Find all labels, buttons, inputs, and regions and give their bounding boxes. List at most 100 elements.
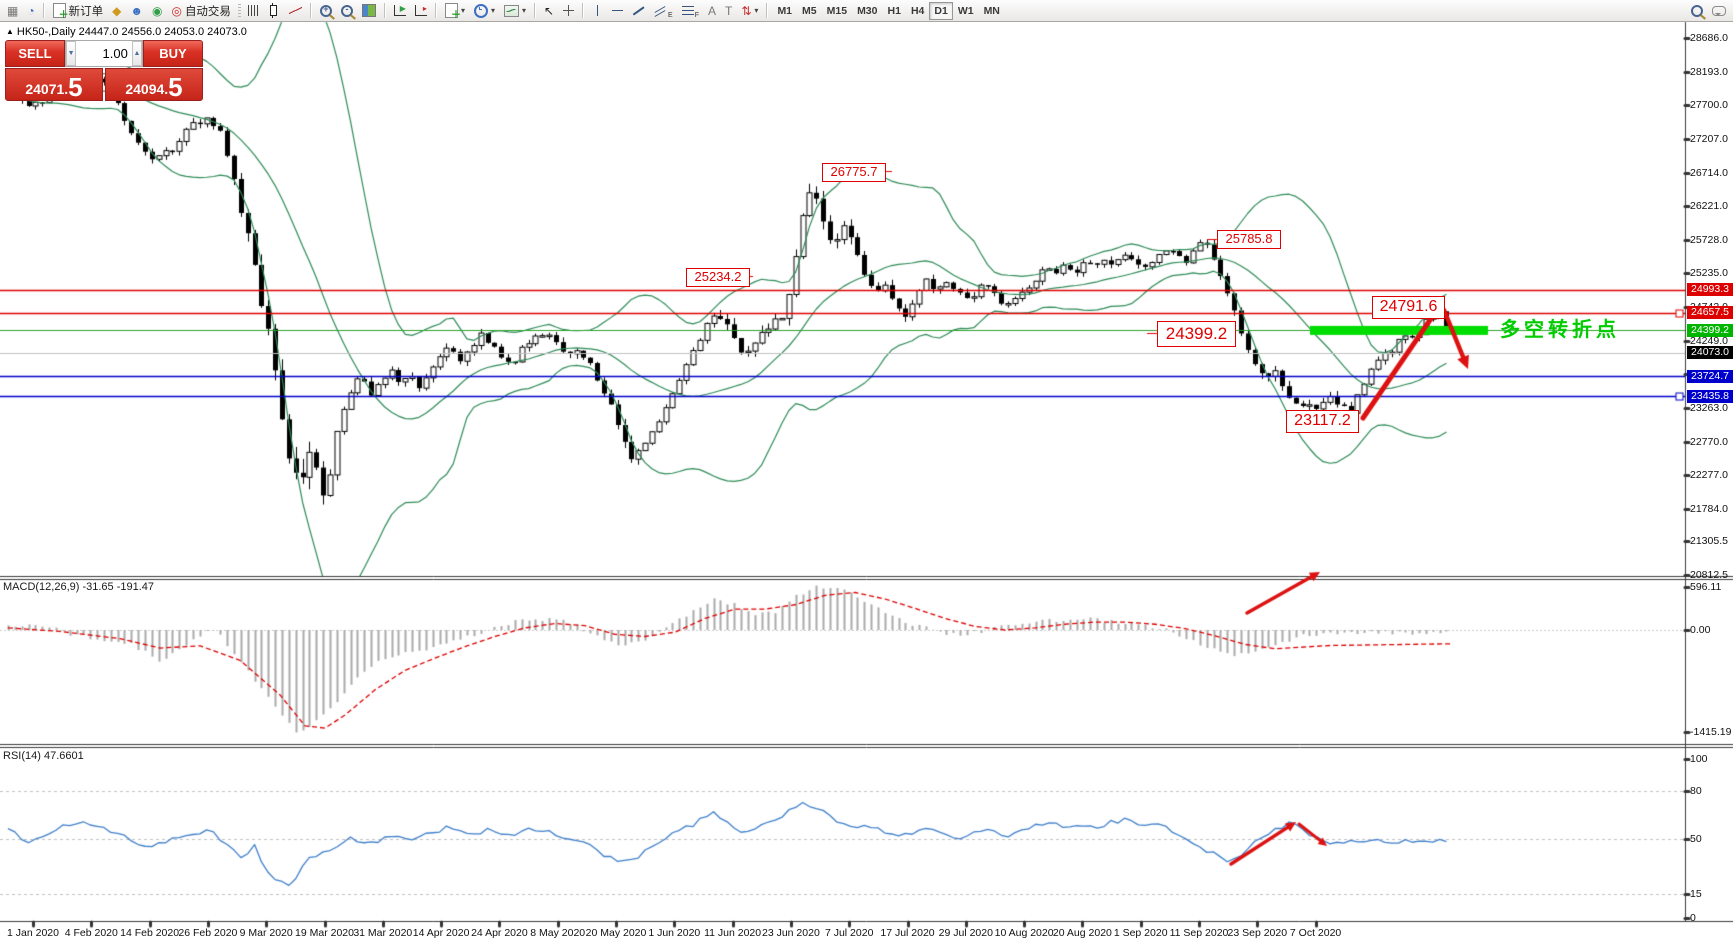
price-annotation-label[interactable]: 23117.2	[1286, 410, 1359, 434]
toolbar: ▦ ◔ ＋ 新订单 ◆ ☻ ◉ ◎ 自动交易 + - ▶ ▸ ＋ ▾ ▾ ▾ ↖ …	[0, 0, 1733, 22]
timeframe-h1[interactable]: H1	[887, 5, 901, 17]
bar-chart-button[interactable]	[244, 1, 262, 20]
auto-trading-label: 自动交易	[184, 5, 231, 18]
toolbar-separator	[533, 3, 536, 18]
chevron-down-icon: ▾	[460, 6, 465, 15]
date-label: 7 Jul 2020	[824, 927, 874, 939]
line-chart-button[interactable]	[285, 1, 306, 20]
new-chart-button[interactable]: ▦	[3, 1, 22, 20]
date-label: 19 Mar 2020	[295, 927, 354, 939]
one-click-trading-panel: SELL ▼ ▲ BUY 24071.5 24094.5	[5, 40, 203, 101]
price-annotation-label[interactable]: 26775.7	[822, 162, 886, 182]
symbol-title: HK50-,Daily 24447.0 24556.0 24053.0 2407…	[16, 26, 247, 38]
macd-scale-tick: -1415.19	[1690, 726, 1732, 739]
rsi-scale-tick: 80	[1690, 784, 1702, 797]
volume-control: ▼ ▲	[65, 40, 143, 67]
rsi-label: RSI(14) 47.6601	[3, 750, 84, 762]
sell-price-main: 24071.	[25, 81, 69, 97]
toolbar-separator	[766, 3, 769, 18]
history-center-button[interactable]: ◆	[108, 1, 125, 20]
turning-point-note[interactable]: 多空转折点	[1500, 319, 1620, 341]
toolbar-separator	[582, 3, 585, 18]
volume-input[interactable]	[76, 41, 132, 66]
price-annotation-label[interactable]: 25785.8	[1217, 230, 1281, 250]
horizontal-line-button[interactable]	[608, 1, 627, 20]
volume-increase-button[interactable]: ▲	[131, 41, 142, 66]
price-badge: 23724.7	[1687, 369, 1733, 383]
price-tick: 27700.0	[1690, 99, 1728, 112]
symbol-title-row: ▲ HK50-,Daily 24447.0 24556.0 24053.0 240…	[6, 26, 247, 38]
macd-scale-tick: 0.00	[1690, 624, 1711, 636]
chat-button[interactable]	[1708, 1, 1730, 20]
toolbar-grip	[237, 4, 241, 17]
timeframe-m15[interactable]: M15	[826, 5, 848, 17]
price-tick: 23263.0	[1690, 401, 1728, 414]
trendline-button[interactable]	[628, 1, 649, 20]
buy-price-display[interactable]: 24094. 5	[105, 68, 203, 101]
tile-windows-icon	[361, 4, 376, 17]
timeframe-mn[interactable]: MN	[983, 5, 1000, 17]
text-label-button[interactable]: T	[721, 1, 736, 20]
rsi-scale-tick: 0	[1690, 912, 1696, 924]
buy-button[interactable]: BUY	[143, 40, 203, 67]
zoom-out-icon: -	[340, 4, 353, 17]
timeframe-m1[interactable]: M1	[777, 5, 793, 17]
timeframe-m30[interactable]: M30	[857, 5, 878, 17]
search-button[interactable]	[1687, 1, 1707, 20]
sell-button[interactable]: SELL	[5, 40, 65, 67]
date-label: 11 Sep 2020	[1169, 927, 1229, 939]
volume-decrease-button[interactable]: ▼	[66, 41, 77, 66]
cursor-button[interactable]: ↖	[540, 1, 558, 20]
price-annotation-label[interactable]: 24399.2	[1157, 321, 1236, 348]
chart-shift-button[interactable]: ▸	[411, 1, 431, 20]
community-button[interactable]: ☻	[126, 1, 147, 20]
templates-button[interactable]: ▾	[500, 1, 530, 20]
candlestick-icon	[269, 3, 277, 18]
timeframe-group: M1 M5 M15 M30 H1 H4 D1 W1 MN	[772, 1, 1004, 20]
timeframe-h4[interactable]: H4	[910, 5, 925, 17]
profiles-button[interactable]: ◔	[23, 1, 38, 20]
vertical-line-button[interactable]	[588, 1, 607, 20]
periods-button[interactable]: ▾	[470, 1, 499, 20]
price-tick: 25728.0	[1690, 233, 1728, 246]
candlestick-chart-button[interactable]	[263, 1, 284, 20]
price-annotation-label[interactable]: 24791.6	[1372, 296, 1445, 320]
auto-scroll-button[interactable]: ▶	[390, 1, 410, 20]
timeframe-d1[interactable]: D1	[929, 2, 953, 20]
price-annotation-label[interactable]: 25234.2	[686, 267, 750, 287]
zoom-in-button[interactable]: +	[316, 1, 336, 20]
price-tick: 20812.5	[1690, 569, 1728, 582]
chevron-down-icon: ▾	[521, 6, 526, 15]
price-tick: 26221.0	[1690, 200, 1728, 213]
zoom-out-button[interactable]: -	[337, 1, 357, 20]
date-label: 4 Feb 2020	[64, 927, 118, 939]
price-badge: 24073.0	[1687, 346, 1733, 360]
timeframe-w1[interactable]: W1	[957, 5, 974, 17]
new-order-button[interactable]: ＋ 新订单	[49, 1, 108, 21]
date-label: 14 Feb 2020	[120, 927, 180, 939]
date-label: 20 Aug 2020	[1052, 927, 1112, 939]
indicators-button[interactable]: ＋ ▾	[441, 1, 469, 21]
zoom-in-icon: +	[319, 4, 332, 17]
date-label: 26 Feb 2020	[178, 927, 238, 939]
tile-windows-button[interactable]	[358, 1, 380, 20]
price-tick: 27207.0	[1690, 132, 1728, 145]
signals-button[interactable]: ◉	[148, 1, 166, 20]
timeframe-m5[interactable]: M5	[802, 5, 817, 17]
crosshair-button[interactable]	[559, 1, 578, 20]
quote-row: 24071. 5 24094. 5	[5, 68, 203, 101]
date-label: 7 Oct 2020	[1289, 927, 1342, 939]
panel-toggle-icon[interactable]: ▲	[6, 27, 14, 36]
sell-price-display[interactable]: 24071. 5	[5, 68, 103, 101]
arrows-button[interactable]: ⇅ ▾	[737, 1, 762, 20]
channel-tag: E	[668, 12, 673, 19]
equidistant-channel-button[interactable]: E	[650, 1, 677, 20]
auto-trading-button[interactable]: ◎ 自动交易	[167, 1, 234, 20]
chat-icon	[1712, 5, 1726, 16]
fibonacci-button[interactable]: F	[678, 1, 703, 20]
sell-price-pip: 5	[68, 72, 83, 102]
date-label: 14 Apr 2020	[412, 927, 470, 939]
text-button[interactable]: A	[704, 1, 720, 20]
